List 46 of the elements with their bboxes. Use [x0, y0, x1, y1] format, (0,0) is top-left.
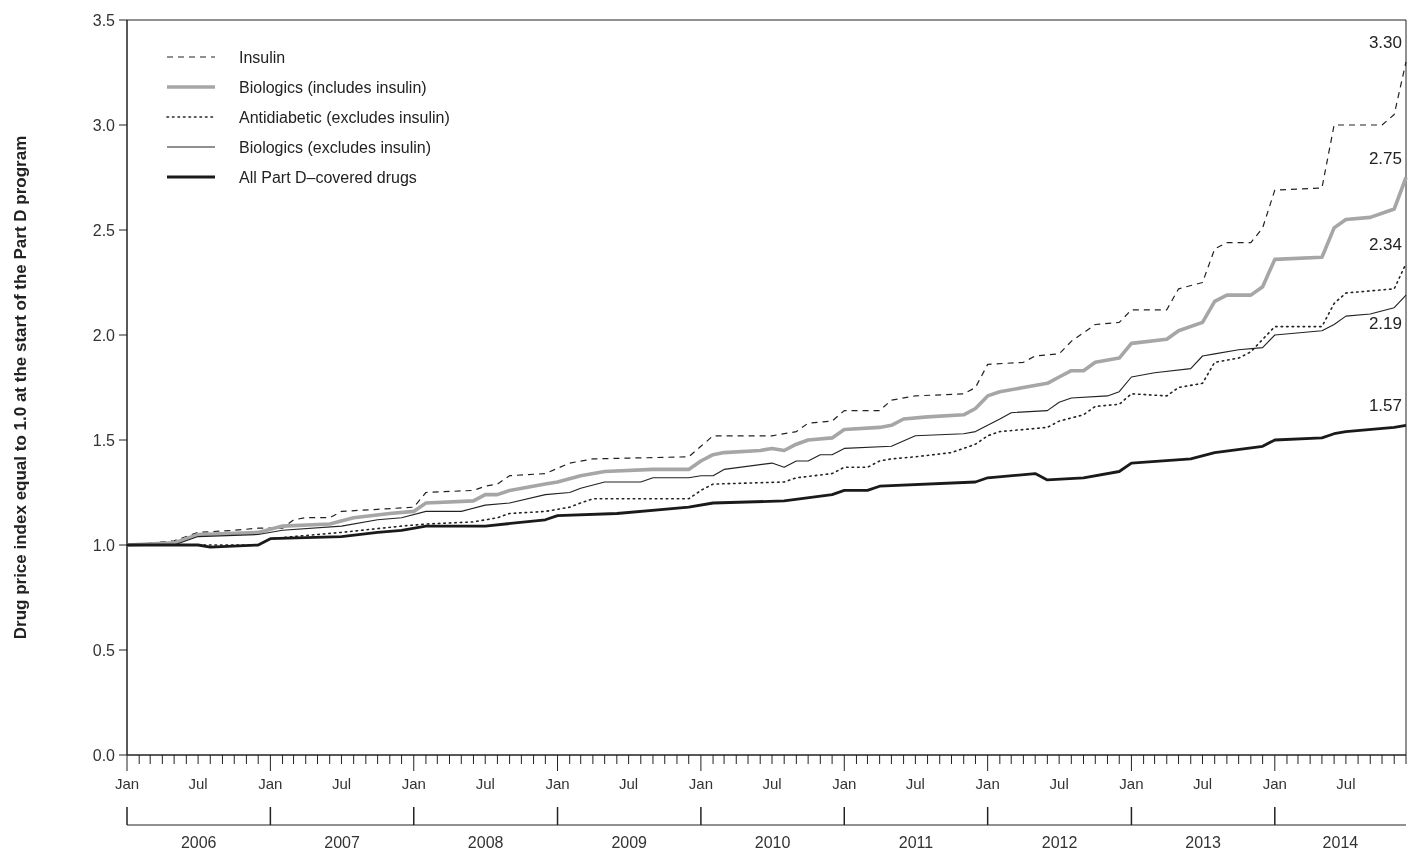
text: 2011 — [898, 834, 934, 851]
text: 2014 — [1322, 834, 1359, 851]
x-tick-label: Jan — [1119, 775, 1144, 792]
text: 2008 — [467, 834, 504, 851]
x-tick-label: Jul — [905, 775, 925, 792]
data-label: 2.34 — [1368, 234, 1402, 254]
y-tick-label: 0.0 — [92, 746, 116, 764]
legend-label: Biologics (includes insulin) — [239, 78, 427, 96]
x-tick-label: Jul — [1336, 775, 1356, 792]
data-label: 3.30 — [1368, 33, 1402, 52]
text: 2006 — [180, 834, 217, 851]
x-tick-label: Jul — [188, 775, 208, 792]
legend-label: All Part D–covered drugs — [239, 168, 417, 186]
x-tick-label: Jan — [545, 775, 570, 792]
x-tick-label: Jul — [1049, 775, 1069, 792]
legend-label: Antidiabetic (excludes insulin) — [239, 108, 450, 126]
y-tick-label: 2.0 — [92, 326, 116, 344]
y-tick-label: 1.5 — [92, 431, 116, 449]
x-tick-label: Jan — [688, 775, 713, 792]
x-tick-label: Jul — [1192, 775, 1213, 792]
y-tick-label: 0.5 — [92, 641, 116, 659]
text: 2013 — [1185, 834, 1222, 851]
y-tick-label: 3.5 — [92, 11, 116, 29]
x-tick-label: Jul — [619, 775, 639, 792]
y-tick-label: 1.0 — [92, 536, 116, 554]
data-label: 2.75 — [1368, 148, 1402, 168]
x-tick-label: Jul — [762, 775, 782, 792]
text: 2012 — [1041, 834, 1078, 851]
x-tick-label: Jan — [975, 775, 1000, 792]
y-tick-label: 2.5 — [92, 221, 116, 239]
x-tick-label: Jan — [258, 775, 283, 792]
text: 2007 — [324, 834, 360, 851]
text: 2009 — [611, 834, 648, 851]
y-tick-label: 3.0 — [92, 116, 116, 134]
x-tick-label: Jan — [1262, 775, 1287, 792]
y-axis-title: Drug price index equal to 1.0 at the start of the Part D program — [11, 135, 30, 640]
x-tick-label: Jan — [114, 775, 140, 792]
data-label: 1.57 — [1368, 396, 1402, 416]
legend-label: Biologics (excludes insulin) — [239, 138, 432, 156]
x-tick-label: Jan — [832, 775, 857, 792]
x-tick-label: Jan — [401, 775, 426, 792]
data-label: 2.19 — [1368, 314, 1402, 334]
x-tick-label: Jul — [475, 775, 495, 792]
text: 2010 — [754, 834, 791, 851]
legend-label: Insulin — [239, 48, 286, 66]
x-tick-label: Jul — [331, 775, 352, 792]
